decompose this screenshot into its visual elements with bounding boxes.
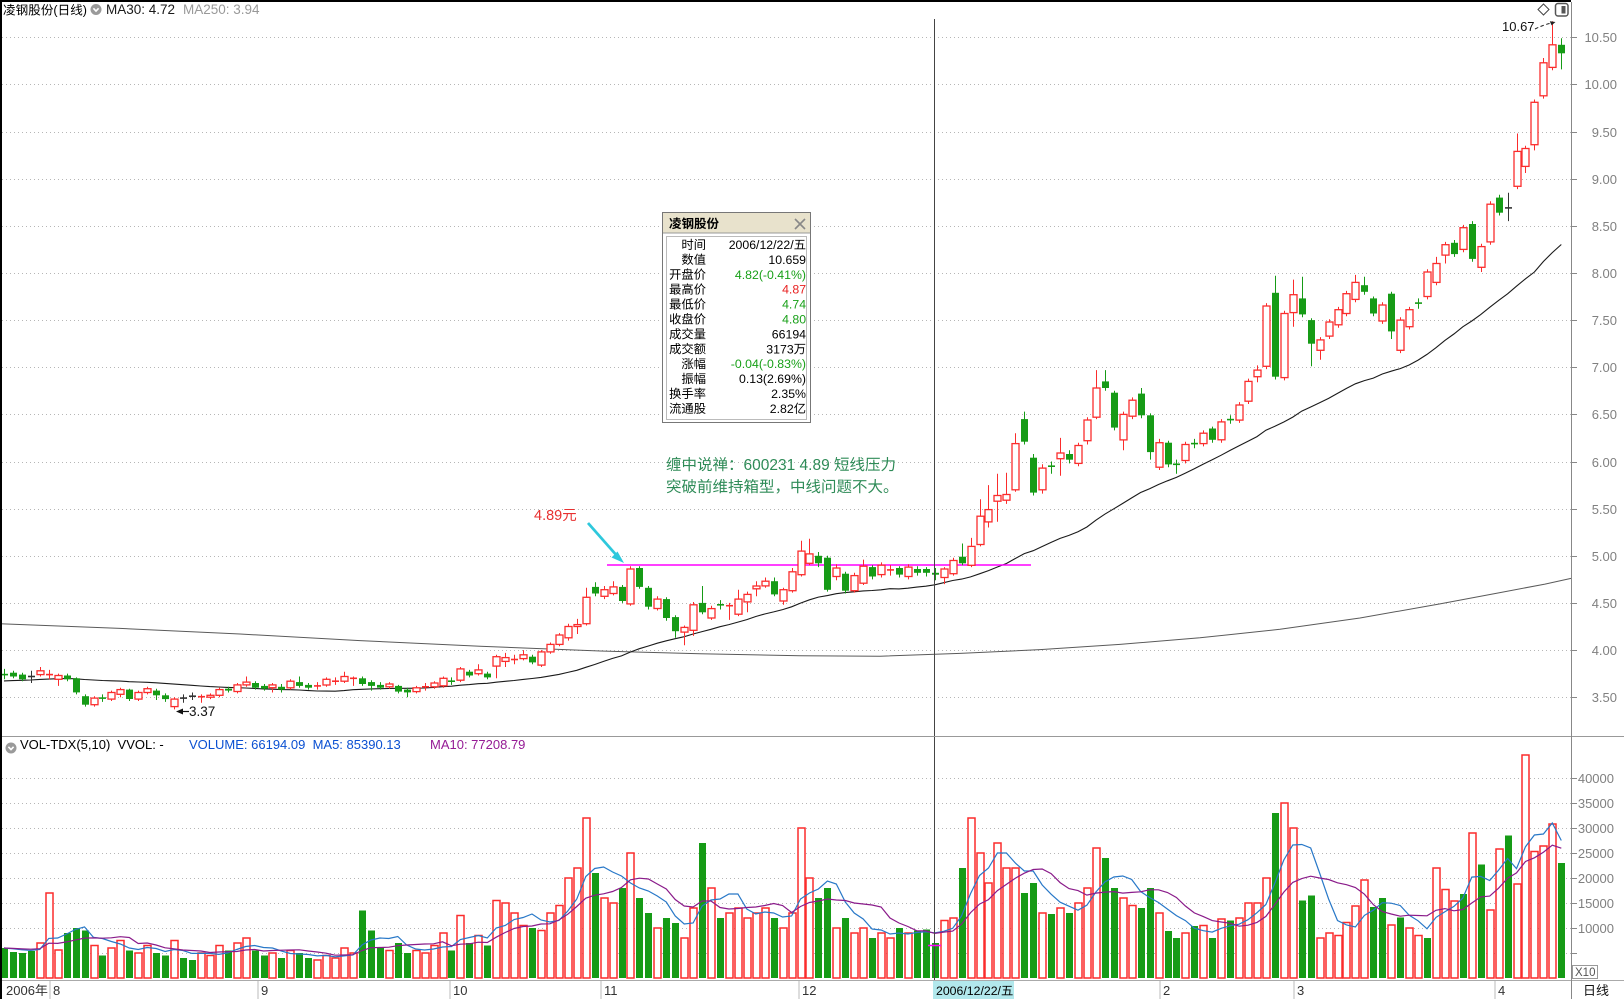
svg-text:(: ( — [53, 4, 58, 18]
svg-text:3.50: 3.50 — [1592, 690, 1617, 705]
svg-text:): ) — [83, 4, 87, 18]
svg-text:10.67: 10.67 — [1502, 19, 1535, 34]
svg-text:4.89: 4.89 — [534, 508, 562, 524]
svg-text:9.00: 9.00 — [1592, 172, 1617, 187]
svg-text:9.50: 9.50 — [1592, 125, 1617, 140]
svg-text:VOLUME: 66194.09 MA5: 85390.1: VOLUME: 66194.09 MA5: 85390.13 — [189, 737, 401, 752]
svg-text:MA30: 4.72: MA30: 4.72 — [106, 2, 175, 17]
svg-text:35000: 35000 — [1578, 796, 1614, 811]
svg-text:MA250: 3.94: MA250: 3.94 — [183, 2, 260, 17]
svg-text:3173: 3173 — [766, 342, 794, 356]
svg-text:4.82(-0.41%): 4.82(-0.41%) — [735, 268, 806, 282]
svg-text:6.00: 6.00 — [1592, 455, 1617, 470]
svg-text:11: 11 — [604, 983, 618, 998]
svg-text:2: 2 — [1163, 983, 1170, 998]
svg-text:10.50: 10.50 — [1584, 30, 1617, 45]
svg-text:10.00: 10.00 — [1584, 77, 1617, 92]
svg-text:10.659: 10.659 — [768, 253, 806, 267]
svg-text:66194: 66194 — [772, 327, 806, 341]
svg-text:2006: 2006 — [6, 983, 35, 998]
svg-text:8.00: 8.00 — [1592, 266, 1617, 281]
svg-text:40000: 40000 — [1578, 771, 1614, 786]
svg-text:9: 9 — [261, 983, 268, 998]
svg-text:25000: 25000 — [1578, 846, 1614, 861]
svg-text:2.82: 2.82 — [770, 402, 794, 416]
svg-text:X10: X10 — [1575, 967, 1595, 979]
svg-text:12: 12 — [802, 983, 816, 998]
svg-text:4.74: 4.74 — [782, 298, 806, 312]
svg-text:2006/12/22/: 2006/12/22/ — [729, 238, 795, 252]
svg-text:3.37: 3.37 — [189, 704, 215, 719]
svg-text:8: 8 — [53, 983, 60, 998]
svg-text:5.50: 5.50 — [1592, 502, 1617, 517]
svg-text:2.35%: 2.35% — [771, 387, 806, 401]
svg-text:4.00: 4.00 — [1592, 643, 1617, 658]
svg-text:4.87: 4.87 — [782, 283, 806, 297]
svg-text:7.00: 7.00 — [1592, 360, 1617, 375]
svg-text:0.13(2.69%): 0.13(2.69%) — [739, 372, 806, 386]
svg-text:-0.04(-0.83%): -0.04(-0.83%) — [731, 357, 806, 371]
svg-text:3: 3 — [1297, 983, 1304, 998]
svg-text:2006/12/22/: 2006/12/22/ — [936, 984, 1002, 998]
svg-text:20000: 20000 — [1578, 871, 1614, 886]
svg-text:4.50: 4.50 — [1592, 596, 1617, 611]
svg-text:5.00: 5.00 — [1592, 549, 1617, 564]
svg-text:15000: 15000 — [1578, 896, 1614, 911]
svg-text:4.80: 4.80 — [782, 313, 806, 327]
svg-text:6.50: 6.50 — [1592, 407, 1617, 422]
svg-text:4: 4 — [1498, 983, 1505, 998]
svg-text:30000: 30000 — [1578, 821, 1614, 836]
svg-text:8.50: 8.50 — [1592, 219, 1617, 234]
svg-text:MA10: 77208.79: MA10: 77208.79 — [430, 737, 525, 752]
svg-text:600231 4.89: 600231 4.89 — [744, 457, 830, 474]
svg-text:10000: 10000 — [1578, 921, 1614, 936]
svg-text:7.50: 7.50 — [1592, 313, 1617, 328]
svg-text:VOL-TDX(5,10) VVOL: -: VOL-TDX(5,10) VVOL: - — [20, 737, 164, 752]
svg-text:10: 10 — [453, 983, 467, 998]
